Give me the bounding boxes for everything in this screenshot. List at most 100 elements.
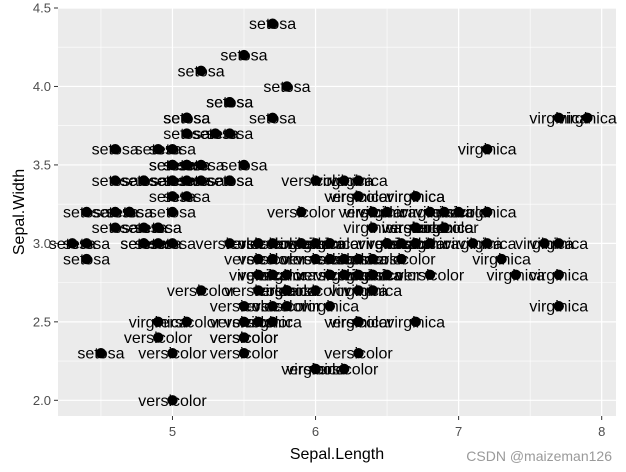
point-label: versicolor (124, 330, 193, 347)
data-point (167, 144, 178, 155)
data-point (253, 238, 264, 249)
point-label: virginica (258, 267, 317, 284)
data-point (367, 285, 378, 296)
point-label: versicolor (367, 252, 436, 269)
point-label: versicolor (424, 205, 493, 222)
point-label: versicolor (224, 314, 293, 331)
data-point (553, 300, 564, 312)
point-label: versicolor (210, 346, 279, 363)
data-point (439, 206, 450, 218)
point-label: setosa (163, 157, 210, 174)
data-point (110, 206, 121, 218)
point-label: versicolor (138, 393, 207, 410)
y-tick-label: 2.0 (33, 393, 51, 408)
point-label: virginica (315, 267, 374, 284)
data-point (167, 348, 178, 359)
data-point (310, 253, 321, 265)
point-label: virginica (343, 283, 402, 300)
point-label: virginica (458, 142, 517, 159)
point-label: virginica (329, 283, 388, 300)
point-label: setosa (149, 157, 196, 174)
point-label: setosa (149, 142, 196, 159)
point-label: virginica (558, 110, 617, 127)
plot-panel (58, 8, 616, 416)
data-point (482, 238, 493, 249)
data-point (439, 222, 450, 233)
data-point (224, 128, 235, 139)
data-point (152, 144, 164, 155)
point-label: virginica (243, 314, 302, 331)
data-point (338, 269, 350, 280)
point-label: setosa (220, 157, 267, 174)
data-point (253, 316, 264, 328)
point-label: setosa (163, 110, 210, 127)
point-label: versicolor (296, 267, 365, 284)
data-point (310, 175, 321, 186)
data-point (167, 206, 178, 218)
x-tick-label: 6 (312, 424, 319, 439)
point-label: setosa (206, 95, 253, 112)
point-label: versicolor (296, 267, 365, 284)
data-point (181, 128, 192, 139)
data-point (253, 253, 264, 265)
point-label: versicolor (267, 236, 336, 253)
data-point (181, 191, 192, 202)
point-label: setosa (220, 48, 267, 65)
point-label: virginica (444, 236, 503, 253)
data-point (367, 253, 378, 265)
data-point (253, 285, 264, 296)
data-point (381, 269, 393, 280)
point-label: virginica (343, 205, 402, 222)
point-label: versicolor (167, 283, 236, 300)
point-label: versicolor (281, 252, 350, 269)
point-label: setosa (163, 110, 210, 127)
point-label: virginica (472, 252, 531, 269)
data-point (195, 65, 207, 76)
point-label: virginica (458, 236, 517, 253)
point-label: versicolor (224, 283, 293, 300)
point-label: versicolor (238, 299, 307, 316)
point-label: setosa (163, 110, 210, 127)
data-point (238, 332, 250, 343)
y-tick-label: 4.0 (33, 79, 51, 94)
data-point (267, 269, 278, 280)
data-point (367, 269, 378, 280)
data-point (353, 285, 364, 296)
point-label: versicolor (324, 346, 393, 363)
data-point (110, 222, 121, 233)
point-label: setosa (92, 173, 139, 190)
data-points (67, 18, 593, 406)
data-point (338, 363, 350, 375)
data-point (338, 253, 350, 265)
point-label: versicolor (410, 220, 479, 237)
y-tick-label: 4.5 (33, 1, 51, 16)
data-point (553, 269, 564, 280)
data-point (396, 253, 407, 265)
x-tick-label: 7 (455, 424, 462, 439)
data-point (310, 363, 321, 375)
data-point (95, 348, 107, 359)
data-point (81, 238, 92, 249)
data-point (338, 175, 350, 186)
point-label: versicolor (353, 267, 422, 284)
y-axis-title: Sepal.Width (11, 169, 28, 255)
point-label: versicolor (253, 283, 322, 300)
point-label: virginica (329, 252, 388, 269)
point-label: virginica (458, 205, 517, 222)
data-point (310, 238, 321, 249)
point-label: setosa (49, 236, 96, 253)
data-point (138, 222, 150, 233)
point-label: virginica (515, 236, 574, 253)
data-point (110, 175, 121, 186)
data-point (210, 128, 221, 139)
point-label: setosa (249, 16, 296, 33)
point-label: virginica (386, 220, 445, 237)
point-label: virginica (301, 236, 360, 253)
x-axis-title: Sepal.Length (290, 446, 384, 463)
point-label: setosa (135, 142, 182, 159)
data-point (310, 285, 321, 296)
point-label: versicolor (238, 236, 307, 253)
point-label: virginica (286, 236, 345, 253)
point-label: virginica (329, 314, 388, 331)
point-label: versicolor (253, 283, 322, 300)
